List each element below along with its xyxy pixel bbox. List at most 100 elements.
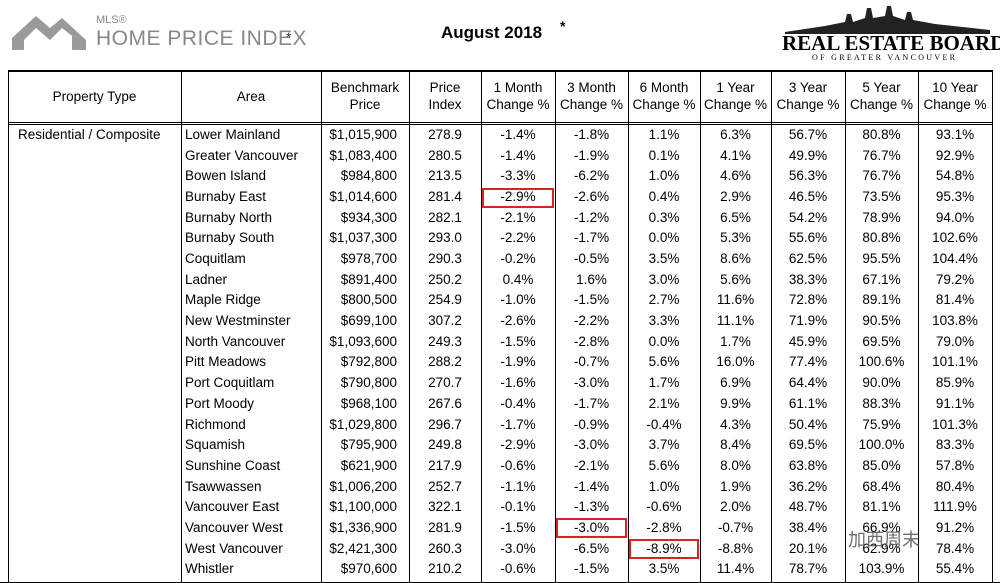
value: $1,037,300 — [329, 230, 397, 246]
area: Lower Mainland — [185, 127, 281, 142]
value: $1,029,800 — [329, 416, 397, 432]
value: 1.6% — [576, 271, 607, 287]
value: $1,014,600 — [329, 189, 397, 205]
value: -1.9% — [500, 354, 536, 370]
area: Ladner — [185, 271, 228, 287]
value: 56.3% — [788, 168, 828, 184]
value: -8.8% — [717, 540, 754, 556]
area: Maple Ridge — [185, 292, 261, 308]
value: 62.5% — [788, 251, 828, 267]
value: 67.1% — [862, 271, 901, 287]
value: -0.4% — [646, 416, 682, 432]
column-rule — [992, 70, 993, 582]
value: -3.0% — [500, 540, 536, 556]
row-rule — [8, 124, 993, 125]
value: 4.6% — [720, 168, 751, 184]
value: -0.2% — [500, 251, 536, 267]
column-rule — [700, 70, 701, 582]
header-line: Index — [428, 97, 462, 112]
value: -0.1% — [500, 499, 536, 515]
value: -1.0% — [500, 292, 536, 308]
value: 48.7% — [788, 499, 828, 515]
column-rule — [918, 70, 919, 582]
value: -1.7% — [573, 395, 610, 411]
header-line: Change % — [849, 97, 914, 112]
column-header: Price Index — [409, 70, 481, 122]
value: -3.0% — [573, 375, 610, 391]
value: 80.8% — [862, 230, 901, 246]
row-rule — [8, 71, 993, 72]
value: $621,900 — [340, 457, 397, 473]
value: 76.7% — [862, 168, 901, 184]
column-header: Benchmark Price — [321, 70, 409, 122]
value: -1.4% — [573, 478, 610, 494]
value: 290.3 — [428, 251, 462, 267]
area: Burnaby South — [185, 230, 275, 246]
value: -2.1% — [500, 209, 536, 225]
value: 94.0% — [935, 209, 975, 225]
value: -1.2% — [573, 209, 610, 225]
property-type: Residential / Composite — [18, 127, 161, 142]
watermark: 加西周末 — [848, 530, 920, 550]
value: 2.0% — [720, 499, 751, 515]
value: 11.1% — [716, 313, 755, 329]
value: 210.2 — [428, 561, 462, 577]
value: -1.5% — [500, 519, 536, 535]
value: 0.3% — [648, 209, 680, 225]
value: 95.5% — [862, 251, 901, 267]
value: -1.5% — [500, 333, 536, 349]
value: 45.9% — [788, 333, 828, 349]
value: 281.9 — [428, 519, 462, 535]
value: 81.1% — [862, 499, 901, 515]
area: Sunshine Coast — [185, 457, 281, 473]
value: 11.4% — [716, 561, 755, 577]
value: 75.9% — [862, 416, 901, 432]
value: 280.5 — [428, 147, 462, 163]
header-line: Change % — [776, 97, 840, 112]
value: 9.9% — [720, 395, 751, 411]
value: 63.8% — [788, 457, 828, 473]
value: 80.8% — [862, 127, 901, 142]
value: 0.0% — [648, 333, 680, 349]
value: -1.4% — [500, 127, 536, 142]
column-header: 1 Year Change % — [700, 70, 771, 122]
value: -0.5% — [573, 251, 610, 267]
value: 1.1% — [648, 127, 680, 142]
value: -1.6% — [500, 375, 536, 391]
value: 282.1 — [428, 209, 462, 225]
value: 62.9% — [862, 540, 901, 556]
value: 296.7 — [428, 416, 462, 432]
area: New Westminster — [185, 313, 291, 329]
value: -1.7% — [500, 416, 536, 432]
value: 307.2 — [428, 313, 462, 329]
value: 3.7% — [648, 437, 680, 453]
value: -0.6% — [500, 561, 536, 577]
value: $970,600 — [340, 561, 397, 577]
value: 100.6% — [858, 354, 905, 370]
value: 38.4% — [788, 519, 828, 535]
value: 46.5% — [788, 189, 828, 205]
logo-sup: MLS® — [96, 14, 127, 26]
area: Vancouver West — [185, 519, 283, 535]
value: -2.8% — [646, 519, 682, 535]
value: 79.2% — [935, 271, 975, 287]
board-sub: OF GREATER VANCOUVER — [812, 53, 958, 62]
value: 80.4% — [935, 478, 975, 494]
column-rule — [555, 70, 556, 582]
value: 0.4% — [648, 189, 680, 205]
value: 278.9 — [428, 127, 462, 142]
highlight-box — [482, 187, 554, 208]
value: 100.0% — [858, 437, 905, 453]
value: 69.5% — [862, 333, 901, 349]
value: 55.6% — [788, 230, 828, 246]
value: -2.2% — [500, 230, 536, 246]
header-line: 3 Year — [788, 80, 828, 95]
value: 68.4% — [862, 478, 901, 494]
value: 322.1 — [428, 499, 462, 515]
header-line: 3 Month — [567, 80, 616, 95]
header-line: Area — [236, 88, 266, 104]
value: $790,800 — [340, 375, 397, 391]
column-header: 3 Month Change % — [555, 70, 628, 122]
area: Tsawwassen — [185, 478, 262, 494]
